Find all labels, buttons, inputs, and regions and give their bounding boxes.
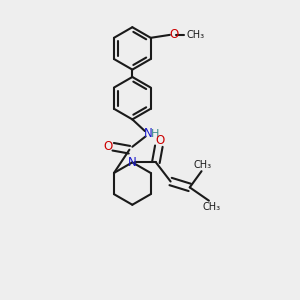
Text: CH₃: CH₃: [203, 202, 221, 212]
Text: O: O: [169, 28, 179, 41]
Text: N: N: [144, 127, 153, 140]
Text: N: N: [128, 156, 137, 169]
Text: H: H: [151, 129, 159, 140]
Text: CH₃: CH₃: [194, 160, 212, 170]
Text: O: O: [155, 134, 165, 147]
Text: O: O: [103, 140, 112, 153]
Text: CH₃: CH₃: [186, 30, 204, 40]
